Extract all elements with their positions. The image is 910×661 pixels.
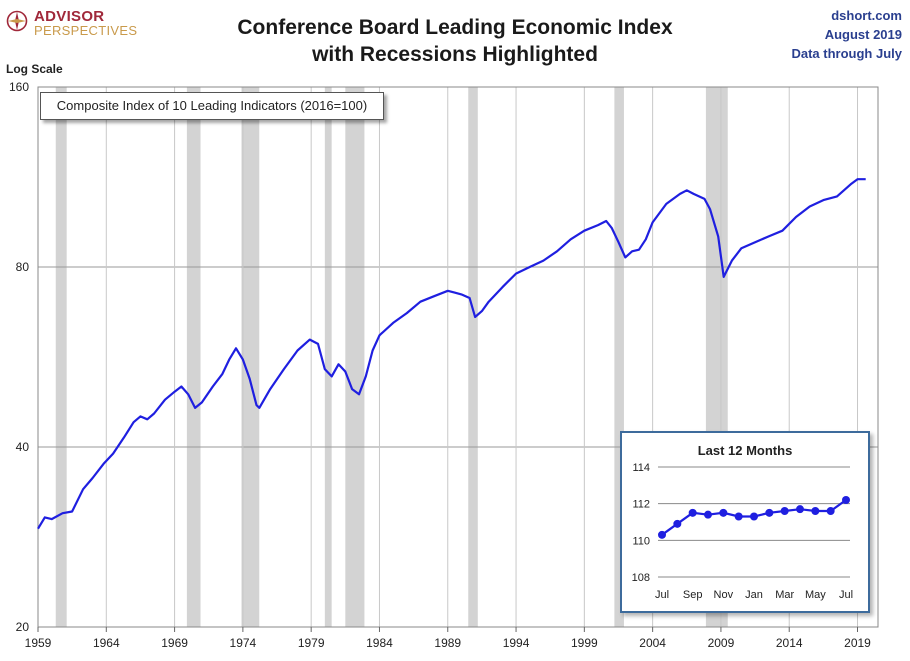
logo-text-perspectives: PERSPECTIVES	[34, 23, 138, 38]
recession-band	[241, 87, 260, 627]
inset-data-point	[842, 496, 850, 504]
x-tick-label: 1999	[571, 636, 598, 650]
x-tick-label: 1989	[434, 636, 461, 650]
y-tick-label: 160	[9, 80, 29, 94]
chart-title: Conference Board Leading Economic Index …	[200, 14, 710, 68]
recession-band	[186, 87, 201, 627]
x-tick-label: 1969	[161, 636, 188, 650]
inset-y-tick-label: 110	[632, 535, 650, 547]
inset-y-tick-label: 114	[632, 462, 650, 474]
inset-x-tick-label: May	[805, 589, 826, 601]
inset-data-point	[796, 505, 804, 514]
chart-title-line2: with Recessions Highlighted	[312, 43, 598, 66]
y-tick-label: 40	[16, 440, 30, 454]
inset-data-point	[765, 508, 774, 517]
inset-y-tick-label: 112	[632, 499, 650, 511]
compass-icon	[6, 10, 28, 32]
inset-data-point	[750, 512, 758, 521]
inset-y-ticks: 108 110 112 114	[632, 462, 650, 584]
x-tick-label: 1984	[366, 636, 393, 650]
source-block: dshort.com August 2019 Data through July	[791, 6, 902, 63]
x-tick-label: 1994	[503, 636, 530, 650]
inset-x-ticks: Jul Sep Nov Jan Mar May Jul	[655, 589, 853, 601]
logo-text-advisor: ADVISOR	[34, 8, 105, 25]
inset-chart: 108 110 112 114 Jul Sep Nov Jan Mar May Jul	[632, 462, 853, 601]
inset-data-point	[704, 510, 712, 519]
y-tick-label: 80	[16, 260, 30, 274]
inset-data-point	[826, 507, 835, 515]
inset-title: Last 12 Months	[697, 443, 793, 458]
x-tick-label: 1959	[25, 636, 52, 650]
inset-last-12-months: Last 12 Months 108 110 112 114 Jul Sep Nov Jan…	[620, 431, 870, 613]
series-line-lei	[37, 178, 866, 530]
y-axis-ticks: 20 40 80 160	[9, 80, 29, 634]
y-tick-label: 20	[16, 620, 30, 634]
y-axis-scale-note: Log Scale	[6, 62, 63, 76]
source-site: dshort.com	[831, 8, 902, 23]
recession-band	[345, 87, 365, 627]
inset-grid	[658, 466, 850, 578]
inset-x-tick-label: Jul	[839, 589, 853, 601]
inset-data-point	[688, 508, 697, 517]
inset-y-tick-label: 108	[632, 572, 650, 584]
inset-x-tick-label: Jan	[745, 589, 763, 601]
recession-band	[55, 87, 67, 627]
legend-series-label: Composite Index of 10 Leading Indicators…	[40, 92, 384, 120]
inset-data-point	[673, 519, 682, 528]
recession-band	[324, 87, 332, 627]
inset-x-tick-label: Nov	[714, 589, 734, 601]
inset-x-tick-label: Mar	[775, 589, 794, 601]
inset-data-point	[780, 507, 789, 515]
x-axis-ticks: 1959 1964 1969 1974 1979 1984 1989 1994 1999 2004…	[25, 627, 871, 650]
inset-data-points	[658, 496, 850, 539]
advisor-perspectives-logo: ADVISOR PERSPECTIVES	[6, 8, 138, 38]
recession-band	[614, 87, 624, 627]
inset-x-tick-label: Jul	[655, 589, 669, 601]
plot-frame	[37, 86, 879, 628]
x-tick-label: 1974	[230, 636, 257, 650]
x-tick-label: 1979	[298, 636, 325, 650]
chart-title-line1: Conference Board Leading Economic Index	[237, 16, 673, 39]
x-tick-label: 2019	[844, 636, 871, 650]
x-tick-label: 2014	[776, 636, 803, 650]
inset-data-point	[658, 530, 666, 539]
inset-data-point	[811, 507, 820, 515]
x-tick-label: 2004	[639, 636, 666, 650]
inset-data-point	[734, 512, 743, 521]
x-tick-label: 1964	[93, 636, 120, 650]
source-note: Data through July	[791, 46, 902, 61]
inset-x-tick-label: Sep	[683, 589, 703, 601]
recession-band	[468, 87, 478, 627]
source-date: August 2019	[824, 27, 902, 42]
recession-bands	[55, 87, 728, 627]
x-tick-label: 2009	[708, 636, 735, 650]
inset-data-point	[719, 508, 728, 517]
